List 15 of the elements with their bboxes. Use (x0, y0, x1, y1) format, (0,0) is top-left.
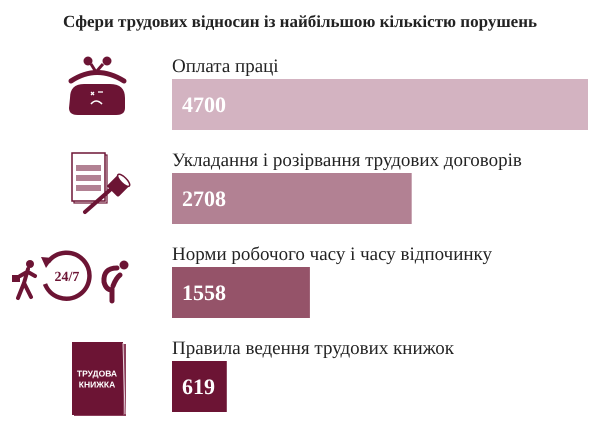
bar (172, 173, 412, 224)
y-tick-label: Норми робочого часу і часу відпочинку (172, 244, 492, 265)
bar (172, 267, 310, 318)
text: ТРУДОВА КНИЖКА (76, 368, 118, 390)
y-tick-label: Правила ведення трудових книжок (172, 338, 455, 359)
y-tick-label: Оплата праці (172, 56, 279, 77)
data-label: 619 (182, 374, 215, 399)
bar (172, 79, 588, 130)
text: 24/7 (54, 270, 80, 285)
data-label: 1558 (182, 280, 226, 305)
data-label: 2708 (182, 186, 226, 211)
chart-title: Сфери трудових відносин із найбільшою кількістю порушень (62, 12, 538, 31)
bar (172, 361, 227, 412)
y-tick-label: Укладання і розірвання трудових договорів (172, 150, 522, 171)
data-label: 4700 (182, 92, 226, 117)
